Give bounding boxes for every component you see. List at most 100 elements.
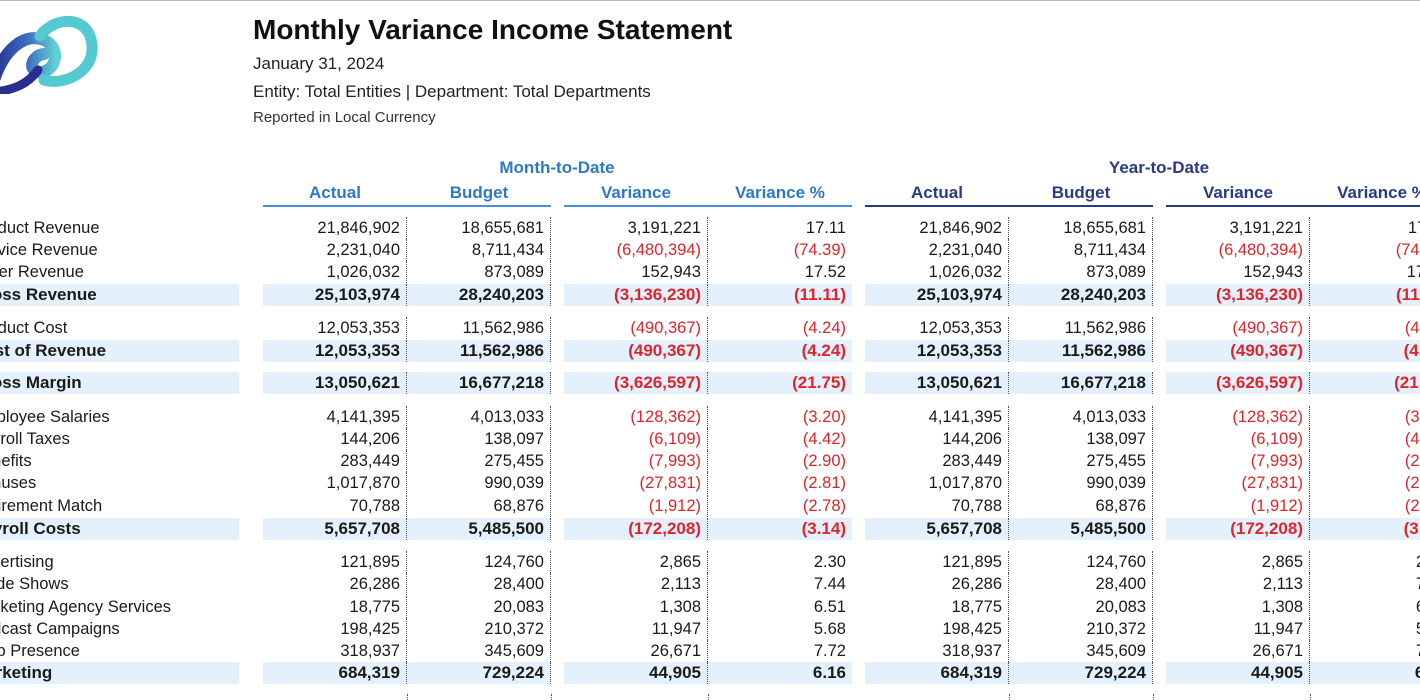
cell-ytd-actual: 1,026,032 bbox=[865, 261, 1009, 283]
cell-mtd-budget: 18,655,681 bbox=[407, 217, 551, 239]
cell-ytd-variance-pct: 17.52 bbox=[1406, 263, 1420, 281]
cell-ytd-variance: (172,208) bbox=[1166, 518, 1310, 540]
cell-mtd-actual: 21,846,902 bbox=[263, 217, 407, 239]
cell-ytd-variance-pct: (2.81) bbox=[1404, 474, 1420, 492]
cell-ytd-budget: 11,562,986 bbox=[1009, 340, 1153, 362]
total-row-band bbox=[564, 340, 852, 362]
row-label: Marketing Agency Services bbox=[0, 598, 172, 616]
cell-ytd-actual: 684,319 bbox=[865, 662, 1009, 684]
cell-ytd-variance: (6,109) bbox=[1166, 428, 1310, 450]
report-entity: Entity: Total Entities | Department: Tot… bbox=[253, 82, 651, 101]
cell-mtd-actual: 121,895 bbox=[263, 551, 407, 573]
col-header-ytd-variance-pct: Variance % bbox=[1310, 183, 1420, 207]
cell-mtd-variance-pct: (11.11) bbox=[794, 285, 846, 304]
cell-mtd-budget: 873,089 bbox=[407, 261, 551, 283]
cell-ytd-actual: 12,053,353 bbox=[865, 340, 1009, 362]
report-title: Monthly Variance Income Statement bbox=[253, 14, 733, 45]
cell-ytd-variance-pct: (2.78) bbox=[1404, 497, 1420, 515]
table-total-row: Marketing684,319729,22444,9056.16684,319… bbox=[0, 662, 1420, 684]
cell-ytd-variance: 3,191,221 bbox=[1166, 217, 1310, 239]
cell-mtd-budget: 16,677,218 bbox=[407, 372, 551, 394]
cell-mtd-variance: (6,480,394) bbox=[564, 239, 708, 261]
cell-mtd-variance: (27,831) bbox=[564, 472, 708, 494]
col-header-ytd-budget: Budget bbox=[1009, 183, 1153, 207]
cell-mtd-budget: 990,039 bbox=[407, 472, 551, 494]
row-label: Benefits bbox=[0, 452, 32, 470]
cell-ytd-variance-pct: (4.42) bbox=[1404, 430, 1420, 448]
total-row-band bbox=[0, 662, 239, 684]
cell-mtd-variance-pct: (21.75) bbox=[792, 373, 846, 392]
cell-ytd-variance: 11,947 bbox=[1166, 618, 1310, 640]
cell-mtd-variance: (3,626,597) bbox=[564, 372, 708, 394]
cell-ytd-variance: (128,362) bbox=[1166, 406, 1310, 428]
cell-mtd-budget: 20,083 bbox=[407, 596, 551, 618]
cell-mtd-variance-pct: 17.11 bbox=[805, 219, 846, 237]
row-label: Web Presence bbox=[0, 642, 80, 660]
total-row-band bbox=[263, 284, 551, 306]
cell-mtd-actual: 13,050,621 bbox=[263, 372, 407, 394]
cell-mtd-variance-pct: (3.14) bbox=[801, 519, 846, 538]
cell-mtd-budget: 729,224 bbox=[407, 662, 551, 684]
cell-ytd-actual: 70,788 bbox=[865, 495, 1009, 517]
cell-mtd-actual: 144,206 bbox=[263, 428, 407, 450]
cell-mtd-budget: 4,013,033 bbox=[407, 406, 551, 428]
total-row-band bbox=[263, 340, 551, 362]
cell-ytd-actual: 121,895 bbox=[865, 551, 1009, 573]
row-label: Gross Margin bbox=[0, 373, 82, 392]
total-row-band bbox=[1166, 284, 1420, 306]
row-label: Trade Shows bbox=[0, 575, 69, 593]
cell-mtd-budget: 275,455 bbox=[407, 450, 551, 472]
table-row: Product Cost12,053,35311,562,986(490,367… bbox=[0, 317, 1420, 339]
cell-ytd-variance: (27,831) bbox=[1166, 472, 1310, 494]
column-divider bbox=[1166, 694, 1311, 700]
row-label: Retirement Match bbox=[0, 497, 103, 515]
column-divider bbox=[865, 694, 1010, 700]
total-row-band bbox=[564, 372, 852, 394]
total-row-band bbox=[1166, 372, 1420, 394]
total-row-band bbox=[865, 340, 1153, 362]
cell-mtd-actual: 283,449 bbox=[263, 450, 407, 472]
cell-ytd-actual: 12,053,353 bbox=[865, 317, 1009, 339]
cell-mtd-actual: 5,657,708 bbox=[263, 518, 407, 540]
cell-ytd-budget: 345,609 bbox=[1009, 640, 1153, 662]
cell-ytd-actual: 144,206 bbox=[865, 428, 1009, 450]
cell-mtd-variance: 2,113 bbox=[564, 573, 708, 595]
cell-mtd-budget: 138,097 bbox=[407, 428, 551, 450]
cell-mtd-variance: 1,308 bbox=[564, 596, 708, 618]
cell-mtd-variance-pct: 7.72 bbox=[813, 642, 846, 660]
cell-ytd-budget: 68,876 bbox=[1009, 495, 1153, 517]
cell-mtd-budget: 345,609 bbox=[407, 640, 551, 662]
table-total-row: Gross Revenue25,103,97428,240,203(3,136,… bbox=[0, 284, 1420, 306]
cell-ytd-budget: 4,013,033 bbox=[1009, 406, 1153, 428]
cell-ytd-variance-pct: 7.44 bbox=[1310, 573, 1420, 595]
top-border bbox=[0, 0, 1420, 1]
cell-ytd-actual: 18,775 bbox=[865, 596, 1009, 618]
cell-mtd-actual: 26,286 bbox=[263, 573, 407, 595]
table-row: Web Presence318,937345,60926,6717.72318,… bbox=[0, 640, 1420, 662]
cell-ytd-budget: 873,089 bbox=[1009, 261, 1153, 283]
cell-ytd-budget: 210,372 bbox=[1009, 618, 1153, 640]
total-row-band bbox=[865, 372, 1153, 394]
cell-ytd-variance: 44,905 bbox=[1166, 662, 1310, 684]
cell-ytd-variance-pct: 5.68 bbox=[1310, 618, 1420, 640]
cell-mtd-variance: 2,865 bbox=[564, 551, 708, 573]
column-divider bbox=[263, 694, 408, 700]
cell-mtd-variance: (172,208) bbox=[564, 518, 708, 540]
col-header-mtd-budget: Budget bbox=[407, 183, 551, 207]
column-divider bbox=[564, 694, 709, 700]
cell-ytd-actual: 26,286 bbox=[865, 573, 1009, 595]
cell-ytd-budget: 729,224 bbox=[1009, 662, 1153, 684]
table-row: Retirement Match70,78868,876(1,912)(2.78… bbox=[0, 495, 1420, 517]
cell-ytd-budget: 275,455 bbox=[1009, 450, 1153, 472]
cell-ytd-variance-pct: (2.90) bbox=[1404, 452, 1420, 470]
total-row-band bbox=[564, 518, 852, 540]
cell-ytd-variance: 1,308 bbox=[1166, 596, 1310, 618]
cell-ytd-budget: 8,711,434 bbox=[1009, 239, 1153, 261]
cell-ytd-actual: 2,231,040 bbox=[865, 239, 1009, 261]
cell-ytd-budget: 18,655,681 bbox=[1009, 217, 1153, 239]
cell-mtd-actual: 1,026,032 bbox=[263, 261, 407, 283]
row-label: Service Revenue bbox=[0, 241, 98, 259]
col-header-mtd-variance: Variance bbox=[564, 183, 708, 207]
